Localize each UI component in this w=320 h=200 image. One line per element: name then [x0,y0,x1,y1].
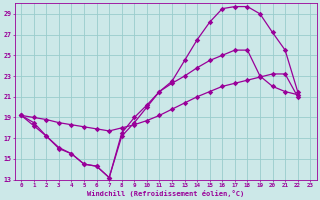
X-axis label: Windchill (Refroidissement éolien,°C): Windchill (Refroidissement éolien,°C) [87,190,244,197]
